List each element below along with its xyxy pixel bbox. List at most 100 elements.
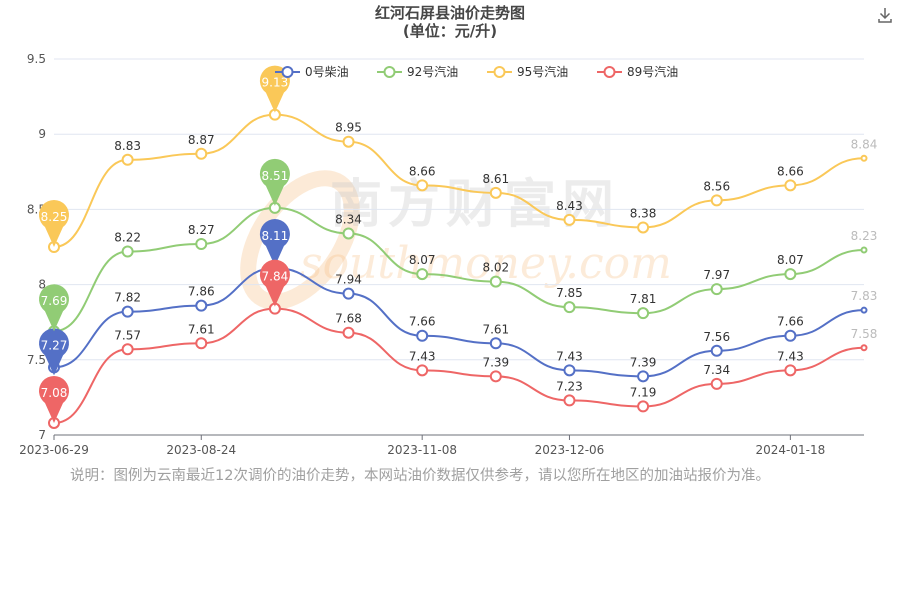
data-point[interactable] (710, 377, 723, 390)
series-points (48, 108, 868, 429)
legend-label: 92号汽油 (407, 64, 458, 79)
data-point[interactable] (342, 287, 355, 300)
pin-shape (259, 259, 290, 307)
x-tick-label: 2024-01-18 (755, 443, 825, 457)
data-point[interactable] (342, 326, 355, 339)
marker-pin: 7.84 (259, 259, 290, 307)
pin-label: 7.08 (41, 386, 68, 400)
data-point[interactable] (195, 299, 208, 312)
data-point[interactable] (342, 135, 355, 148)
data-point[interactable] (860, 344, 868, 352)
data-point[interactable] (195, 237, 208, 250)
data-label: 7.66 (777, 315, 804, 329)
data-point[interactable] (489, 275, 502, 288)
chart-subtitle: (单位：元/升) (402, 22, 498, 40)
data-point[interactable] (710, 283, 723, 296)
data-label: 7.34 (703, 363, 730, 377)
data-point[interactable] (637, 370, 650, 383)
data-label: 7.61 (482, 322, 509, 336)
data-label: 8.56 (703, 179, 730, 193)
chart-title: 红河石屏县油价走势图 (374, 4, 525, 22)
data-point[interactable] (637, 307, 650, 320)
y-tick-label: 9 (38, 127, 46, 141)
data-label: 8.95 (335, 121, 362, 135)
data-label: 7.43 (777, 349, 804, 363)
pin-label: 9.13 (262, 76, 289, 90)
data-label: 7.43 (556, 349, 583, 363)
data-point[interactable] (563, 213, 576, 226)
data-label: 8.34 (335, 212, 362, 226)
marker-pin: 8.51 (259, 158, 290, 206)
data-point[interactable] (342, 227, 355, 240)
legend-item[interactable]: 0号柴油 (275, 65, 349, 79)
data-point[interactable] (416, 329, 429, 342)
marker-pin: 8.11 (259, 219, 290, 267)
data-point[interactable] (860, 154, 868, 162)
legend-item[interactable]: 92号汽油 (377, 64, 458, 79)
pin-shape (259, 65, 290, 113)
data-point[interactable] (637, 221, 650, 234)
data-point[interactable] (860, 246, 868, 254)
x-tick-label: 2023-08-24 (166, 443, 236, 457)
chart-note: 说明：图例为云南最近12次调价的油价走势，本网站油价数据仅供参考，请以您所在地区… (70, 468, 770, 484)
data-point[interactable] (416, 268, 429, 281)
download-icon[interactable] (876, 6, 894, 24)
data-label: 7.82 (114, 291, 141, 305)
data-point[interactable] (195, 337, 208, 350)
data-point[interactable] (489, 370, 502, 383)
legend-item[interactable]: 89号汽油 (597, 64, 678, 79)
legend-label: 95号汽油 (517, 64, 568, 79)
data-point[interactable] (416, 179, 429, 192)
data-label: 8.22 (114, 231, 141, 245)
y-tick-label: 7.5 (27, 353, 46, 367)
data-point[interactable] (121, 305, 134, 318)
data-label: 7.81 (630, 292, 657, 306)
data-point[interactable] (710, 194, 723, 207)
data-label: 7.39 (630, 355, 657, 369)
data-label: 8.02 (482, 261, 509, 275)
legend[interactable]: 0号柴油 92号汽油 95号汽油 89号汽油 (275, 64, 678, 79)
data-label: 7.58 (851, 327, 878, 341)
data-point[interactable] (489, 186, 502, 199)
data-label: 7.39 (482, 355, 509, 369)
data-labels: 7.82 7.86 7.94 7.66 7.61 7.43 7.39 7.56 7.66 7.83… (114, 121, 877, 400)
legend-circle-icon (493, 66, 506, 78)
data-point[interactable] (784, 329, 797, 342)
pin-shape (39, 328, 70, 376)
x-tick-label: 2023-06-29 (19, 443, 89, 457)
data-label: 7.19 (630, 385, 657, 399)
data-point[interactable] (784, 268, 797, 281)
x-tick-label: 2023-11-08 (387, 443, 457, 457)
data-label: 7.61 (188, 322, 215, 336)
marker-pin: 7.27 (39, 328, 70, 376)
data-point[interactable] (121, 245, 134, 258)
data-point[interactable] (784, 179, 797, 192)
legend-circle-icon (383, 66, 396, 78)
data-label: 8.07 (777, 253, 804, 267)
data-label: 7.85 (556, 286, 583, 300)
extreme-markers: 8.11 8.51 9.13 7.84 7.27 7.69 8.25 7.08 (39, 65, 290, 423)
data-point[interactable] (121, 343, 134, 356)
pin-label: 7.69 (41, 294, 68, 308)
watermark-logo-icon (240, 170, 360, 310)
data-point[interactable] (489, 337, 502, 350)
data-point[interactable] (710, 344, 723, 357)
data-point[interactable] (860, 306, 868, 314)
data-point[interactable] (784, 364, 797, 377)
y-tick-label: 8 (38, 278, 46, 292)
legend-circle-icon (603, 66, 616, 78)
data-point[interactable] (121, 153, 134, 166)
legend-item[interactable]: 95号汽油 (487, 64, 568, 79)
pin-label: 7.27 (41, 338, 68, 352)
pin-shape (259, 219, 290, 267)
data-label: 8.23 (851, 229, 878, 243)
data-point[interactable] (195, 147, 208, 160)
legend-label: 0号柴油 (305, 65, 349, 79)
data-point[interactable] (563, 364, 576, 377)
data-point[interactable] (563, 301, 576, 314)
data-point[interactable] (563, 394, 576, 407)
data-point[interactable] (637, 400, 650, 413)
data-point[interactable] (416, 364, 429, 377)
